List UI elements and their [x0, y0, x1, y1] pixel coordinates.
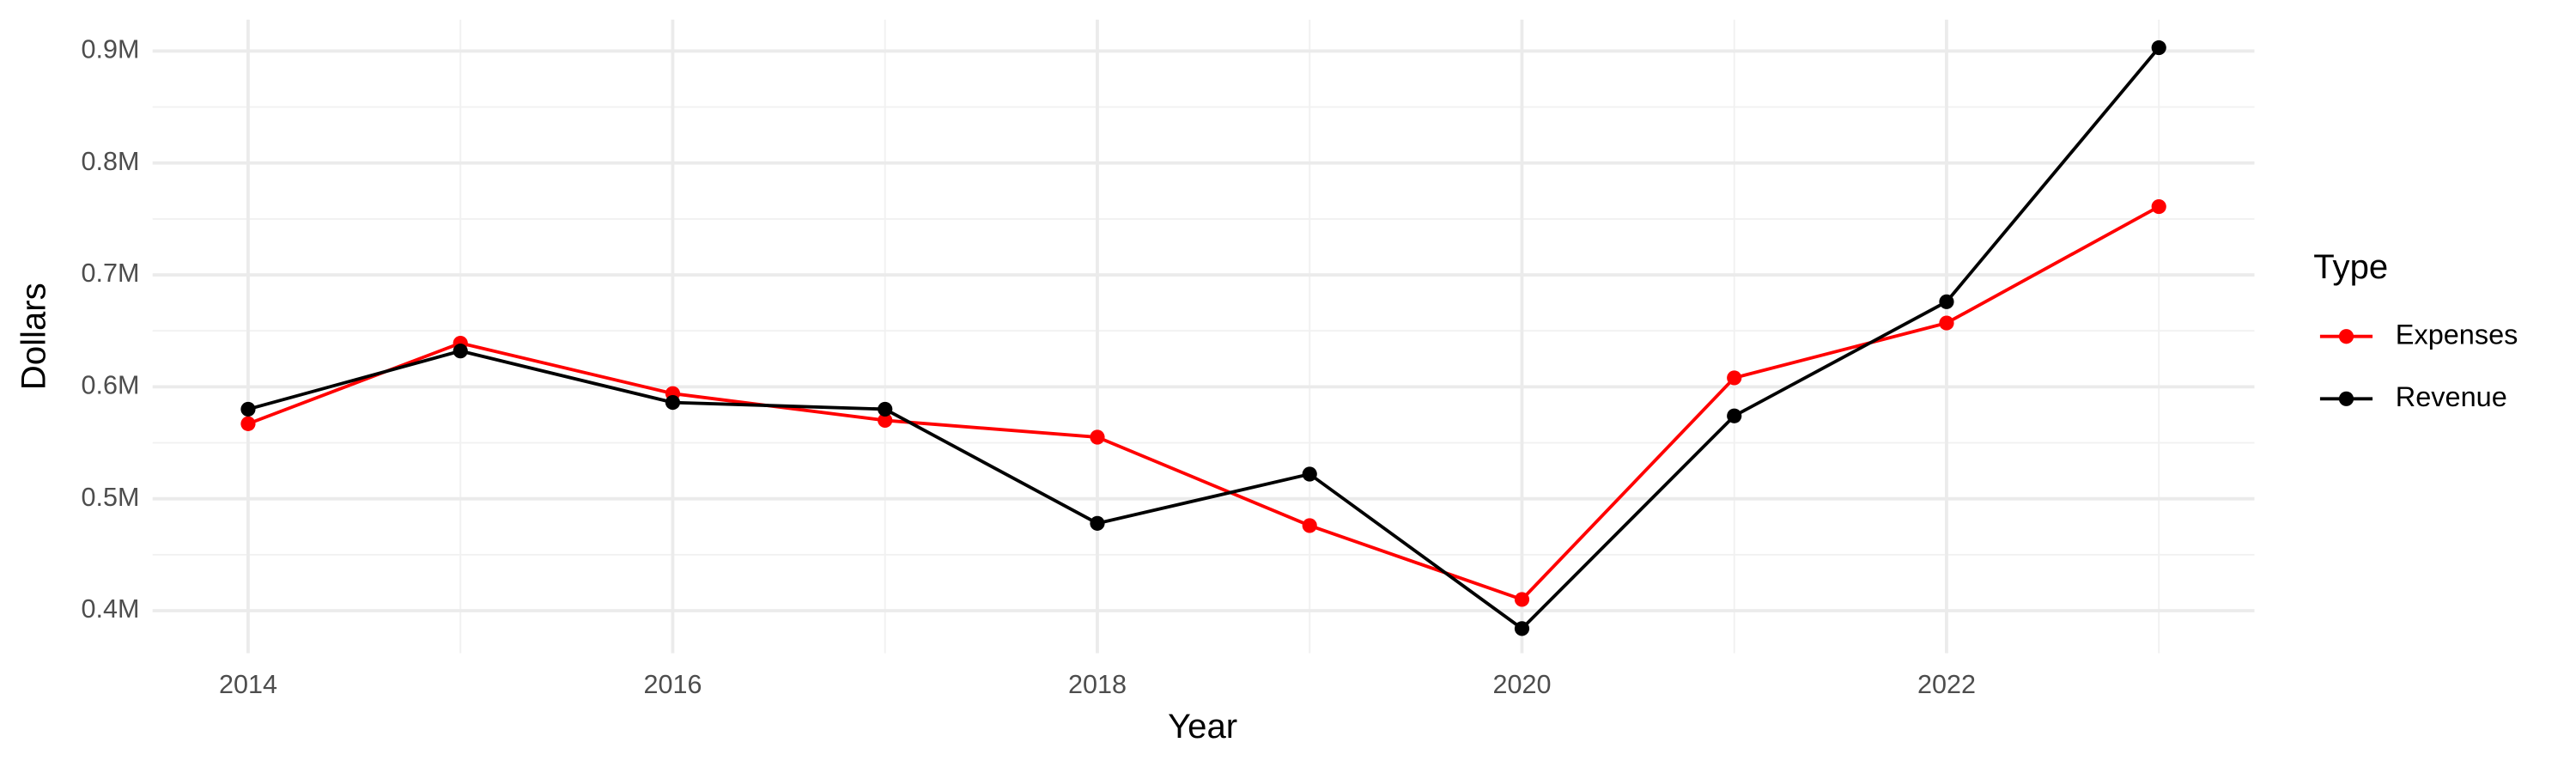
data-point	[1090, 429, 1105, 445]
data-point	[2151, 40, 2166, 56]
data-point	[240, 401, 256, 417]
data-point	[240, 416, 256, 431]
data-point	[453, 344, 468, 359]
y-tick-label: 0.5M	[81, 483, 139, 512]
y-axis-label: Dollars	[15, 283, 53, 390]
y-tick-label: 0.8M	[81, 147, 139, 176]
data-point	[1514, 621, 1530, 636]
x-tick-label: 2016	[643, 670, 702, 699]
legend-title: Type	[2313, 247, 2388, 286]
y-tick-label: 0.9M	[81, 34, 139, 64]
data-point	[2151, 198, 2166, 215]
x-tick-label: 2018	[1068, 670, 1127, 699]
data-point	[1939, 294, 1954, 309]
series-line	[247, 204, 2160, 602]
x-tick-label: 2020	[1492, 670, 1551, 699]
y-tick-label: 0.6M	[81, 370, 139, 399]
x-tick-label: 2014	[219, 670, 277, 699]
legend-key-point	[2338, 391, 2354, 406]
data-point	[1727, 370, 1742, 386]
data-point	[1090, 515, 1105, 531]
data-point	[1939, 315, 1954, 331]
data-point	[1302, 466, 1317, 482]
series-line	[247, 46, 2160, 631]
data-point	[878, 401, 893, 417]
data-point	[1727, 408, 1742, 423]
data-point	[1514, 592, 1530, 607]
y-tick-label: 0.4M	[81, 594, 139, 624]
x-axis-label: Year	[1168, 707, 1237, 746]
data-point	[665, 395, 681, 411]
legend-label: Revenue	[2396, 381, 2507, 412]
data-point	[1302, 518, 1317, 533]
legend-label: Expenses	[2396, 319, 2518, 350]
x-tick-label: 2022	[1917, 670, 1976, 699]
data-point	[878, 412, 893, 429]
legend-key-point	[2338, 329, 2354, 344]
y-tick-label: 0.7M	[81, 259, 139, 288]
